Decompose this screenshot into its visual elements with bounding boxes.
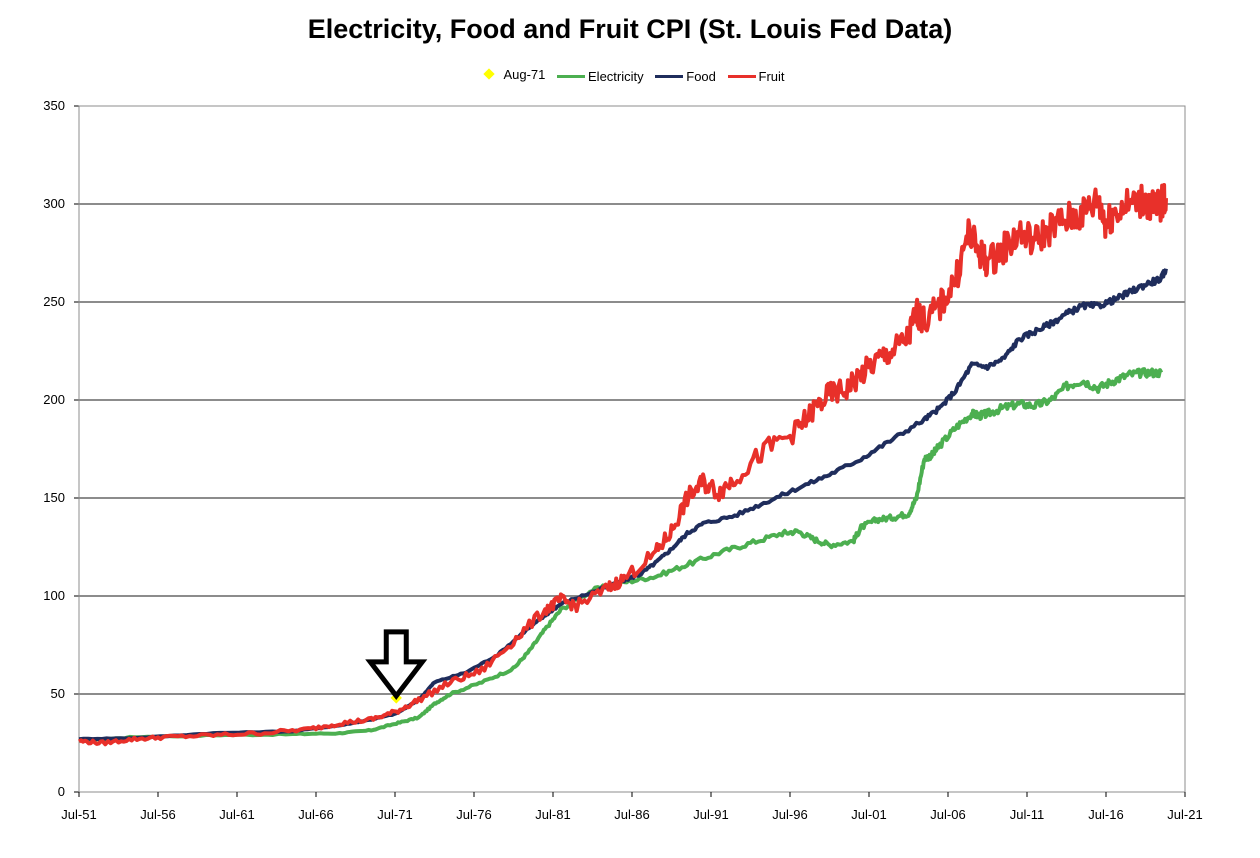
x-tick-label: Jul-86	[614, 807, 649, 822]
legend-item-fruit: Fruit	[727, 69, 785, 84]
series-line-food	[78, 268, 1168, 742]
x-tick-label: Jul-21	[1167, 807, 1202, 822]
legend-label-fruit: Fruit	[758, 69, 785, 84]
y-tick-label: 250	[43, 294, 65, 309]
y-tick-label: 300	[43, 196, 65, 211]
y-tick-label: 150	[43, 490, 65, 505]
y-tick-label: 200	[43, 392, 65, 407]
y-tick-label: 100	[43, 588, 65, 603]
y-tick-label: 0	[58, 784, 65, 799]
x-tick-label: Jul-71	[377, 807, 412, 822]
x-tick-label: Jul-11	[1010, 807, 1044, 822]
legend-label-food: Food	[686, 69, 716, 84]
series-line-fruit	[77, 183, 1168, 747]
plot-border	[78, 105, 1186, 793]
x-tick-label: Jul-01	[851, 807, 886, 822]
chart-title: Electricity, Food and Fruit CPI (St. Lou…	[307, 14, 953, 44]
x-tick-label: Jul-76	[456, 807, 491, 822]
legend-swatch-food	[655, 75, 684, 78]
legend-swatch-electricity	[557, 75, 586, 78]
series-line-electricity	[78, 367, 1164, 743]
x-tick-label: Jul-91	[693, 807, 728, 822]
annotation-down-arrow	[365, 629, 428, 701]
x-tick-label: Jul-56	[140, 807, 175, 822]
legend-swatch-fruit	[727, 75, 756, 78]
legend-item-electricity: Electricity	[557, 69, 644, 84]
legend-item-food: Food	[655, 69, 716, 84]
x-tick-label: Jul-51	[61, 807, 96, 822]
x-tick-label: Jul-66	[298, 807, 333, 822]
legend-item-marker: Aug-71	[475, 67, 545, 82]
x-tick-label: Jul-06	[930, 807, 965, 822]
x-tick-label: Jul-81	[535, 807, 570, 822]
x-tick-label: Jul-61	[219, 807, 254, 822]
y-tick-label: 50	[51, 686, 65, 701]
y-tick-label: 350	[43, 98, 65, 113]
legend-label-electricity: Electricity	[588, 69, 644, 84]
legend: Aug-71 Electricity Food Fruit	[0, 66, 1260, 84]
x-tick-label: Jul-16	[1088, 807, 1123, 822]
legend-label-marker: Aug-71	[503, 66, 546, 82]
x-tick-label: Jul-96	[772, 807, 807, 822]
